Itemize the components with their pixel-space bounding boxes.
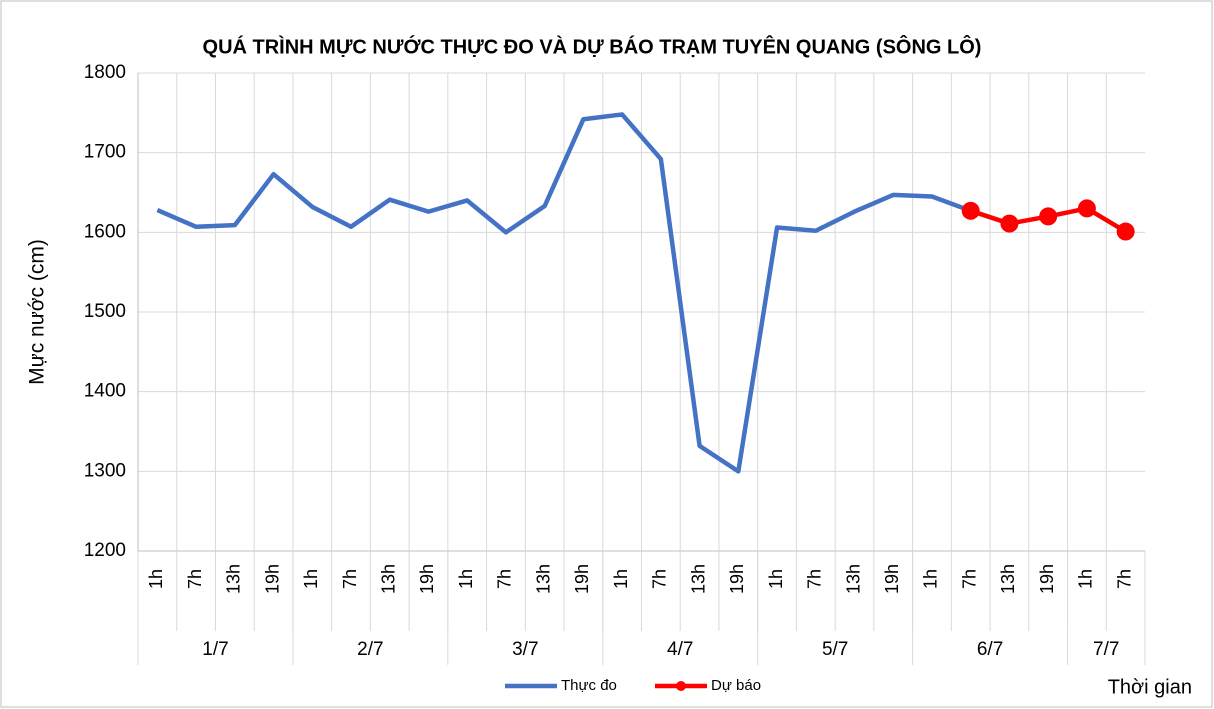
series-marker	[1039, 207, 1058, 226]
x-tick-label: 19h	[262, 564, 282, 594]
x-tick-label: 1h	[301, 569, 321, 589]
x-tick-label: 1h	[766, 569, 786, 589]
group-label: 7/7	[1093, 639, 1119, 660]
y-tick-label: 1600	[84, 221, 126, 242]
x-tick-label: 13h	[379, 564, 399, 594]
series-marker	[1000, 214, 1019, 233]
y-tick-label: 1800	[84, 62, 126, 83]
group-label: 5/7	[822, 639, 848, 660]
x-tick-label: 7h	[650, 569, 670, 589]
group-label: 3/7	[512, 639, 538, 660]
series-line	[156, 112, 972, 474]
legend-label: Dự báo	[711, 677, 761, 694]
legend-marker	[676, 681, 686, 691]
x-tick-label: 1h	[146, 569, 166, 589]
x-tick-label: 19h	[572, 564, 592, 594]
x-tick-label: 13h	[533, 564, 553, 594]
x-tick-label: 7h	[1114, 569, 1134, 589]
y-axis-title: Mực nước (cm)	[26, 239, 49, 385]
legend-label: Thực đo	[561, 677, 617, 694]
x-tick-label: 7h	[185, 569, 205, 589]
chart-title: QUÁ TRÌNH MỰC NƯỚC THỰC ĐO VÀ DỰ BÁO TRẠ…	[203, 34, 982, 58]
group-label: 4/7	[667, 639, 693, 660]
x-tick-label: 7h	[805, 569, 825, 589]
group-label: 6/7	[977, 639, 1003, 660]
series-marker	[1077, 199, 1096, 218]
y-tick-label: 1500	[84, 301, 126, 322]
y-tick-label: 1300	[84, 460, 126, 481]
y-tick-label: 1400	[84, 381, 126, 402]
y-tick-label: 1700	[84, 142, 126, 163]
x-axis-title: Thời gian	[1108, 676, 1192, 698]
series-marker	[961, 201, 980, 220]
x-tick-label: 1h	[921, 569, 941, 589]
group-label: 1/7	[202, 639, 228, 660]
x-tick-label: 7h	[495, 569, 515, 589]
x-tick-label: 1h	[611, 569, 631, 589]
x-tick-label: 13h	[843, 564, 863, 594]
x-tick-label: 7h	[959, 569, 979, 589]
x-tick-label: 19h	[417, 564, 437, 594]
x-tick-label: 1h	[456, 569, 476, 589]
x-tick-label: 19h	[1037, 564, 1057, 594]
group-label: 2/7	[357, 639, 383, 660]
x-tick-label: 19h	[882, 564, 902, 594]
series-marker	[1116, 222, 1135, 241]
x-tick-label: 19h	[727, 564, 747, 594]
x-tick-label: 13h	[224, 564, 244, 594]
x-tick-label: 1h	[1076, 569, 1096, 589]
x-tick-label: 13h	[998, 564, 1018, 594]
x-tick-label: 13h	[688, 564, 708, 594]
y-tick-label: 1200	[84, 540, 126, 561]
x-tick-label: 7h	[340, 569, 360, 589]
